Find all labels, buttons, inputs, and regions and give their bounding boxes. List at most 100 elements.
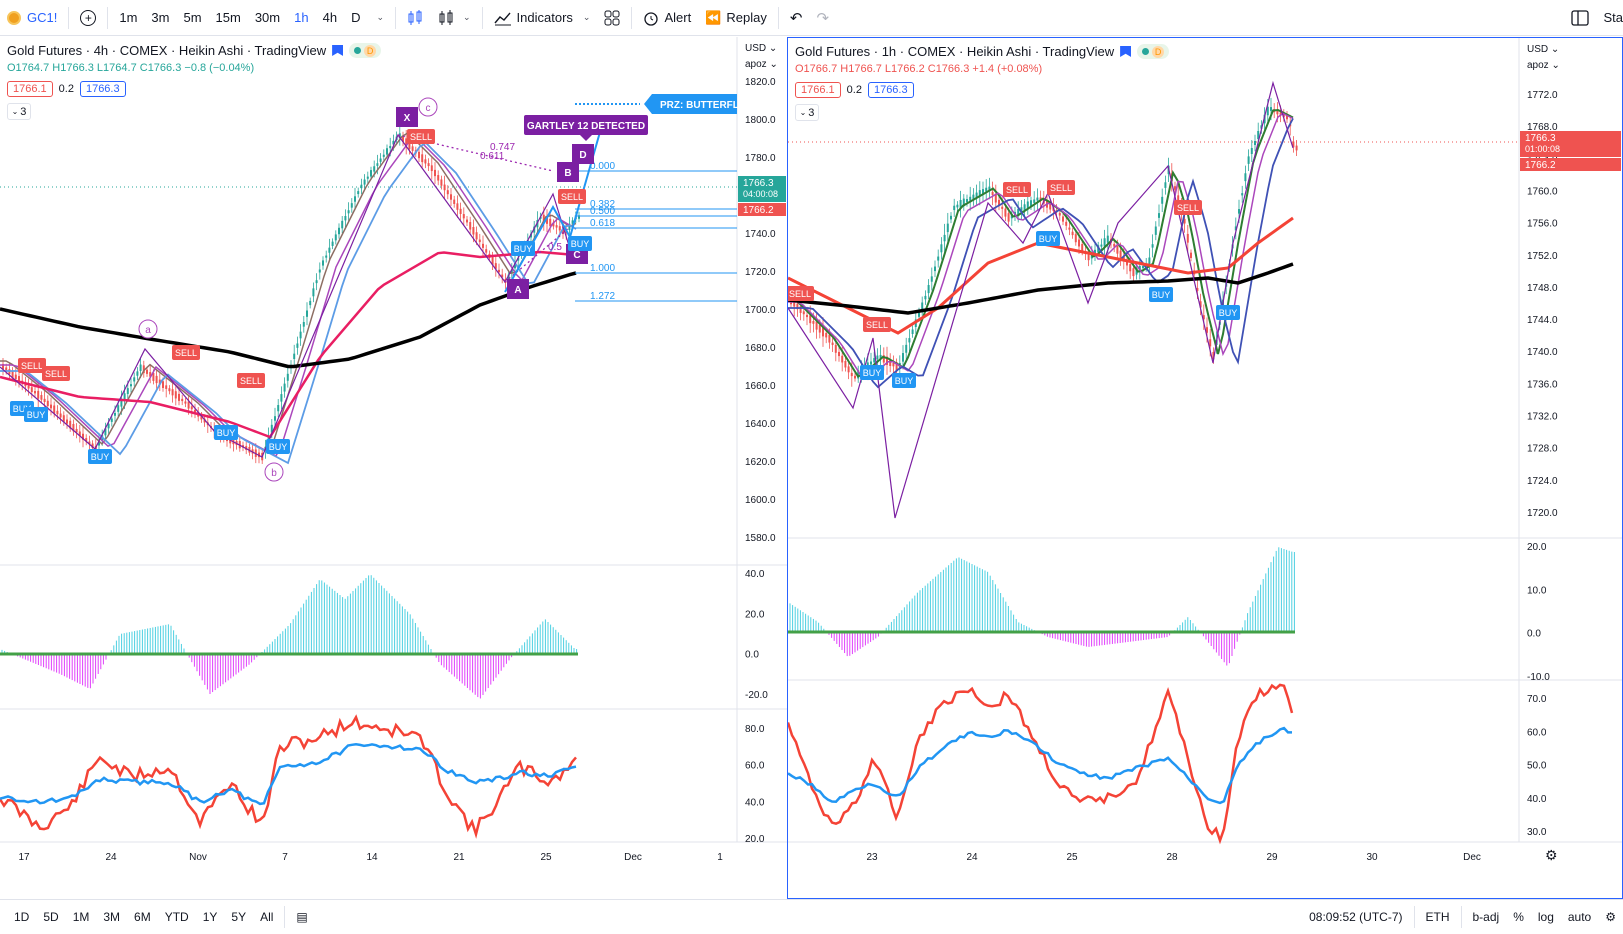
market-status-badge[interactable]: D — [1137, 44, 1170, 59]
oscillator-tick: -10.0 — [1527, 672, 1550, 683]
percent-toggle[interactable]: % — [1513, 910, 1524, 924]
gartley-badge — [524, 115, 648, 135]
candle-body — [139, 364, 142, 371]
undo-button[interactable]: ↶ — [783, 0, 810, 36]
flag-icon[interactable] — [332, 45, 344, 56]
alert-label: Alert — [664, 10, 692, 25]
sell-signal-badge — [1174, 200, 1202, 215]
divider — [1460, 906, 1462, 928]
candle-body — [421, 154, 424, 163]
chart-type-button[interactable] — [400, 0, 430, 36]
candle-body — [482, 243, 484, 248]
settings-button[interactable]: ⚙ — [1598, 910, 1623, 924]
interval-3m[interactable]: 3m — [151, 10, 170, 25]
redo-button[interactable]: ↷ — [809, 0, 836, 36]
chart-type-secondary[interactable]: ⌄ — [430, 0, 478, 36]
sell-price-button[interactable]: 1766.1 — [795, 82, 841, 98]
change-value: +1.4 (+0.08%) — [972, 63, 1043, 75]
candle-body — [322, 260, 324, 266]
range-1d[interactable]: 1D — [14, 910, 30, 924]
chart-canvas-left[interactable]: USD ⌄apoz ⌄1820.01800.01780.01760.01740.… — [0, 37, 787, 899]
flag-icon[interactable] — [1120, 46, 1132, 57]
buy-price-button[interactable]: 1766.3 — [79, 81, 126, 97]
date-range-button[interactable]: ▤ — [289, 910, 314, 924]
candle-body — [857, 370, 860, 379]
candle-body — [1266, 106, 1269, 116]
range-ytd[interactable]: YTD — [164, 910, 189, 924]
interval-dropdown[interactable]: ⌄ — [367, 0, 391, 36]
buy-price-button[interactable]: 1766.3 — [867, 82, 914, 98]
range-1m[interactable]: 1M — [72, 910, 90, 924]
candle-body — [1174, 186, 1176, 190]
symbol-search[interactable]: GC1! — [0, 0, 64, 36]
layout-button[interactable] — [1564, 0, 1596, 36]
sell-signal-label: SELL — [21, 361, 43, 371]
indicator-collapse-button[interactable]: ⌄ 3 — [795, 104, 819, 121]
candle-body — [379, 158, 382, 162]
candle-body — [1206, 327, 1208, 333]
session-toggle[interactable]: ETH — [1425, 910, 1450, 924]
chevron-down-icon: ⌄ — [582, 12, 591, 22]
templates-button[interactable] — [597, 0, 627, 36]
candle-body — [302, 322, 305, 327]
interval-5m[interactable]: 5m — [183, 10, 202, 25]
candle-body — [876, 355, 879, 360]
candle-body — [299, 331, 302, 339]
interval-d[interactable]: D — [351, 10, 361, 25]
range-5d[interactable]: 5D — [43, 910, 59, 924]
indicators-label: Indicators — [516, 10, 573, 25]
interval-1m[interactable]: 1m — [119, 10, 138, 25]
auto-toggle[interactable]: auto — [1567, 910, 1592, 924]
adjustment-toggle[interactable]: b-adj — [1472, 910, 1500, 924]
indicators-button[interactable]: Indicators ⌄ — [487, 0, 598, 36]
sell-signal-badge — [42, 366, 70, 381]
candle-body — [178, 393, 180, 401]
candle-body — [854, 375, 856, 379]
sell-price-button[interactable]: 1766.1 — [7, 81, 53, 97]
candle-body — [1078, 239, 1080, 247]
alert-button[interactable]: Alert — [636, 0, 698, 36]
candle-body — [1199, 301, 1202, 308]
buy-signal-label: BUY — [863, 368, 882, 378]
log-toggle[interactable]: log — [1537, 910, 1554, 924]
candle-body — [328, 247, 331, 253]
indicator-collapse-button[interactable]: ⌄ 3 — [7, 103, 31, 120]
range-1y[interactable]: 1Y — [202, 910, 218, 924]
candle-body — [440, 179, 443, 186]
candle-body — [194, 409, 196, 413]
buy-signal-label: BUY — [217, 428, 236, 438]
chart-canvas-right[interactable]: USD ⌄apoz ⌄1772.01768.01764.01760.01756.… — [788, 38, 1622, 898]
chart-pane-right[interactable]: Gold Futures · 1h · COMEX · Heikin Ashi … — [787, 37, 1623, 899]
replay-label: Replay — [726, 10, 767, 25]
fib-level-label: 0.382 — [590, 199, 615, 210]
rsi-tick: 70.0 — [1527, 694, 1547, 705]
buy-signal-badge — [24, 407, 48, 422]
clock-display[interactable]: 08:09:52 (UTC-7) — [1309, 910, 1403, 924]
chart-pane-left[interactable]: Gold Futures · 4h · COMEX · Heikin Ashi … — [0, 37, 787, 899]
high-value: H1766.7 — [840, 63, 882, 75]
interval-15m[interactable]: 15m — [215, 10, 241, 25]
market-status-badge[interactable]: D — [349, 43, 382, 58]
interval-4h[interactable]: 4h — [322, 10, 338, 25]
change-value: −0.8 (−0.04%) — [184, 62, 255, 74]
range-5y[interactable]: 5Y — [231, 910, 247, 924]
buy-signal-label: BUY — [13, 404, 32, 414]
pattern-point-marker — [396, 107, 418, 127]
compare-button[interactable]: + — [73, 0, 103, 36]
candle-body — [466, 219, 468, 223]
price-tick: 1772.0 — [1527, 90, 1558, 101]
range-6m[interactable]: 6M — [134, 910, 151, 924]
market-open-icon — [354, 47, 362, 54]
interval-1h[interactable]: 1h — [294, 10, 309, 25]
replay-button[interactable]: ⏪ Replay — [698, 0, 774, 36]
interval-30m[interactable]: 30m — [254, 10, 281, 25]
range-all[interactable]: All — [260, 910, 274, 924]
divider — [631, 6, 633, 29]
buy-signal-badge — [511, 241, 535, 256]
buy-signal-badge — [860, 365, 884, 380]
price-tick: 1640.0 — [745, 419, 776, 430]
right-toolbar-label[interactable]: Sta — [1603, 10, 1623, 25]
range-3m[interactable]: 3M — [103, 910, 121, 924]
pattern-point-marker — [557, 162, 579, 182]
candle-body — [905, 344, 908, 353]
